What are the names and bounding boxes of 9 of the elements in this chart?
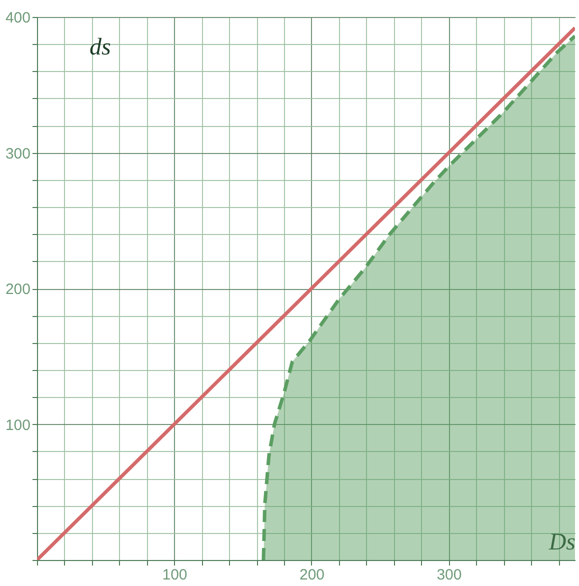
x-tick-label: 300 bbox=[436, 566, 462, 584]
y-tick-label: 300 bbox=[5, 145, 30, 162]
y-tick-label: 200 bbox=[5, 281, 30, 298]
y-axis-title: ds bbox=[90, 34, 111, 60]
y-tick-label: 400 bbox=[5, 10, 30, 26]
x-axis-title: Ds bbox=[548, 530, 576, 556]
x-tick-label: 100 bbox=[162, 566, 188, 584]
y-tick-label: 100 bbox=[5, 416, 30, 434]
x-tick-label: 200 bbox=[299, 566, 325, 584]
